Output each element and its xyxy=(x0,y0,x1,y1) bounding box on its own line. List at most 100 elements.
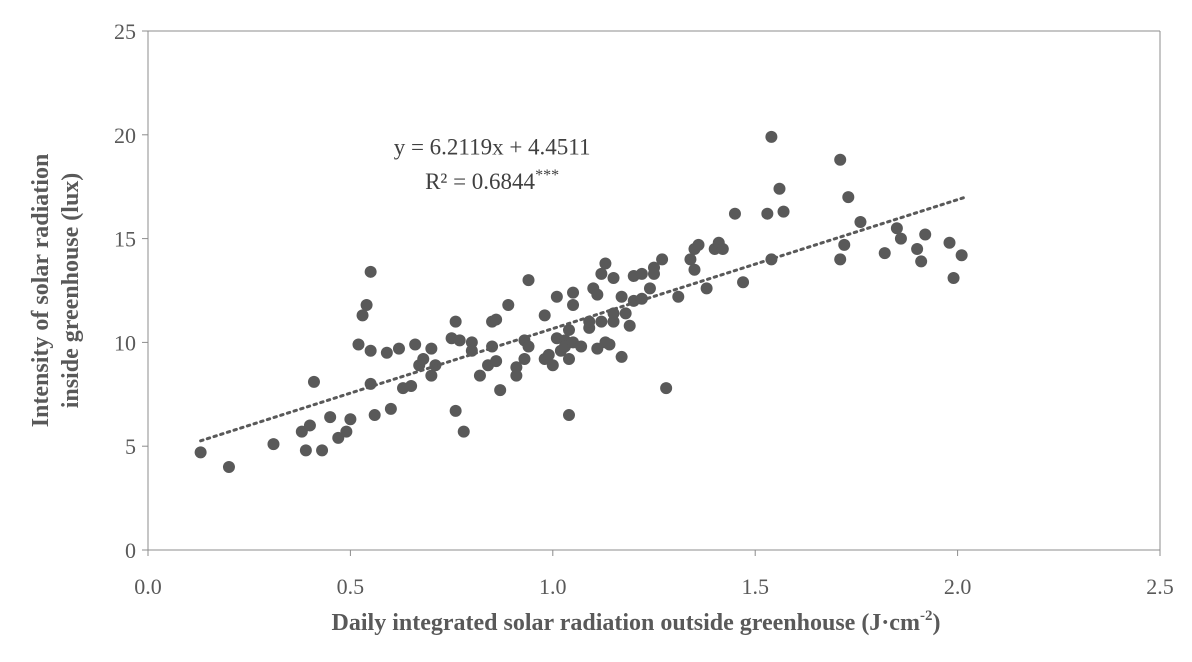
y-tick-label: 25 xyxy=(114,19,136,44)
data-point xyxy=(494,384,507,397)
data-point xyxy=(522,340,535,353)
y-tick-label: 10 xyxy=(114,330,136,355)
data-point xyxy=(761,207,774,220)
data-point xyxy=(834,253,847,266)
data-point xyxy=(502,299,515,312)
y-tick-label: 20 xyxy=(114,123,136,148)
x-tick-label: 1.0 xyxy=(539,574,567,599)
data-point xyxy=(635,267,648,280)
data-point xyxy=(409,338,422,351)
data-point xyxy=(728,207,741,220)
data-point xyxy=(340,425,353,438)
data-point xyxy=(599,257,612,270)
data-point xyxy=(607,272,620,285)
data-point xyxy=(919,228,932,241)
data-point xyxy=(562,323,575,336)
data-point xyxy=(615,350,628,363)
y-tick-label: 5 xyxy=(125,434,136,459)
data-point xyxy=(550,290,563,303)
r2-significance: *** xyxy=(535,167,559,184)
data-point xyxy=(344,413,357,426)
y-axis-title-line2: inside greenhouse (lux) xyxy=(58,173,84,409)
data-point xyxy=(490,355,503,368)
data-point xyxy=(692,238,705,251)
data-point xyxy=(765,130,778,143)
plot-area xyxy=(147,30,1161,551)
data-point xyxy=(716,242,729,255)
data-point xyxy=(619,307,632,320)
data-point xyxy=(947,272,960,285)
y-axis-title: Intensity of solar radiation inside gree… xyxy=(28,154,84,428)
data-point xyxy=(591,342,604,355)
data-point xyxy=(542,348,555,361)
data-point xyxy=(457,425,470,438)
trendline-r2: R² = 0.6844*** xyxy=(425,167,559,194)
data-point xyxy=(684,253,697,266)
data-point xyxy=(911,242,924,255)
data-point xyxy=(364,344,377,357)
x-tick-label: 1.5 xyxy=(741,574,769,599)
data-point xyxy=(595,267,608,280)
data-point xyxy=(380,346,393,359)
y-tick-label: 15 xyxy=(114,227,136,252)
data-point xyxy=(595,315,608,328)
data-point xyxy=(267,438,280,451)
data-point xyxy=(364,265,377,278)
data-point xyxy=(405,379,418,392)
data-point xyxy=(688,263,701,276)
data-point xyxy=(660,382,673,395)
y-axis-title-line1: Intensity of solar radiation xyxy=(28,154,54,428)
data-point xyxy=(465,336,478,349)
data-point xyxy=(672,290,685,303)
data-point xyxy=(894,232,907,245)
data-point xyxy=(777,205,790,218)
y-axis-ticks: 0 5 10 15 20 25 xyxy=(114,19,148,563)
data-point xyxy=(324,411,337,424)
data-point xyxy=(299,444,312,457)
data-point xyxy=(567,286,580,299)
data-point xyxy=(303,419,316,432)
data-point xyxy=(332,431,345,444)
data-point xyxy=(522,274,535,287)
data-point xyxy=(222,460,235,473)
data-point xyxy=(562,409,575,422)
data-point xyxy=(352,338,365,351)
data-point xyxy=(838,238,851,251)
data-point xyxy=(878,247,891,260)
x-tick-label: 0.0 xyxy=(134,574,162,599)
data-point xyxy=(295,425,308,438)
x-axis-title-superscript: -2 xyxy=(920,608,933,624)
data-points xyxy=(194,130,968,473)
data-point xyxy=(307,375,320,388)
data-point xyxy=(510,369,523,382)
y-tick-label: 0 xyxy=(125,538,136,563)
data-point xyxy=(607,315,620,328)
data-point xyxy=(417,353,430,366)
data-point xyxy=(773,182,786,195)
data-point xyxy=(316,444,329,457)
data-point xyxy=(615,290,628,303)
data-point xyxy=(360,299,373,312)
data-point xyxy=(473,369,486,382)
trendline xyxy=(199,195,968,443)
data-point xyxy=(194,446,207,459)
data-point xyxy=(425,369,438,382)
data-point xyxy=(890,222,903,235)
data-point xyxy=(643,282,656,295)
data-point xyxy=(490,313,503,326)
data-point xyxy=(356,309,369,322)
data-point xyxy=(546,359,559,372)
data-point xyxy=(449,404,462,417)
data-point xyxy=(538,309,551,322)
data-point xyxy=(575,340,588,353)
data-point xyxy=(842,191,855,204)
x-axis-title-main: Daily integrated solar radiation outside… xyxy=(332,610,920,636)
data-point xyxy=(425,342,438,355)
data-point xyxy=(591,288,604,301)
data-point xyxy=(737,276,750,289)
data-point xyxy=(834,153,847,166)
data-point xyxy=(955,249,968,262)
data-point xyxy=(392,342,405,355)
data-point xyxy=(943,236,956,249)
